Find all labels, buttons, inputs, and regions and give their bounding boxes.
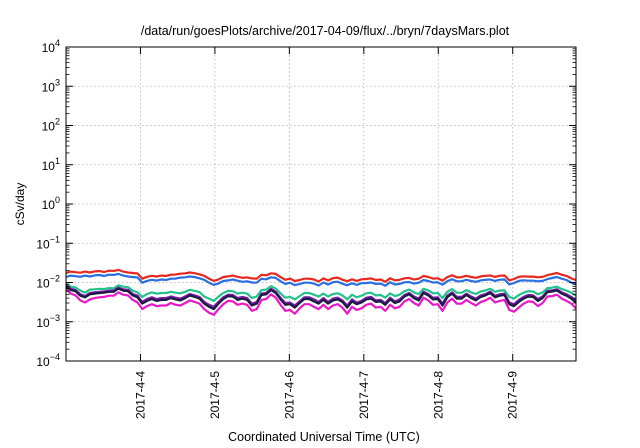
x-tick-label: 2017-4-4 bbox=[133, 371, 147, 419]
series-line-2 bbox=[65, 272, 577, 287]
y-tick-label: 103 bbox=[42, 77, 60, 94]
x-tick-label: 2017-4-8 bbox=[431, 371, 445, 419]
y-tick-label: 10−4 bbox=[36, 352, 60, 369]
y-tick-label: 10−1 bbox=[36, 234, 60, 251]
series-line-5 bbox=[65, 285, 577, 311]
y-axis: 10−4 10−3 10−2 10−1 100 101 102 103 104 bbox=[36, 38, 576, 369]
x-tick-label: 2017-4-9 bbox=[506, 371, 520, 419]
x-tick-label: 2017-4-5 bbox=[208, 371, 222, 419]
chart-title: /data/run/goesPlots/archive/2017-04-09/f… bbox=[141, 24, 510, 38]
y-tick-label: 100 bbox=[42, 195, 60, 212]
x-axis: 2017-4-4 2017-4-5 2017-4-6 2017-4-7 2017-4-8… bbox=[133, 47, 520, 419]
grid bbox=[66, 47, 576, 361]
x-tick-label: 2017-4-7 bbox=[357, 371, 371, 419]
y-tick-label: 104 bbox=[42, 38, 60, 55]
series-lines bbox=[65, 268, 577, 316]
series-line-3 bbox=[65, 282, 577, 302]
y-tick-label: 102 bbox=[42, 117, 60, 134]
series-line-1 bbox=[65, 268, 577, 283]
y-tick-label: 10−3 bbox=[36, 313, 60, 330]
x-axis-label: Coordinated Universal Time (UTC) bbox=[228, 430, 420, 444]
y-axis-label: cSv/day bbox=[13, 183, 27, 226]
series-line-6 bbox=[65, 288, 577, 316]
y-tick-label: 101 bbox=[42, 156, 60, 173]
y-tick-label: 10−2 bbox=[36, 274, 60, 291]
x-tick-label: 2017-4-6 bbox=[282, 371, 296, 419]
